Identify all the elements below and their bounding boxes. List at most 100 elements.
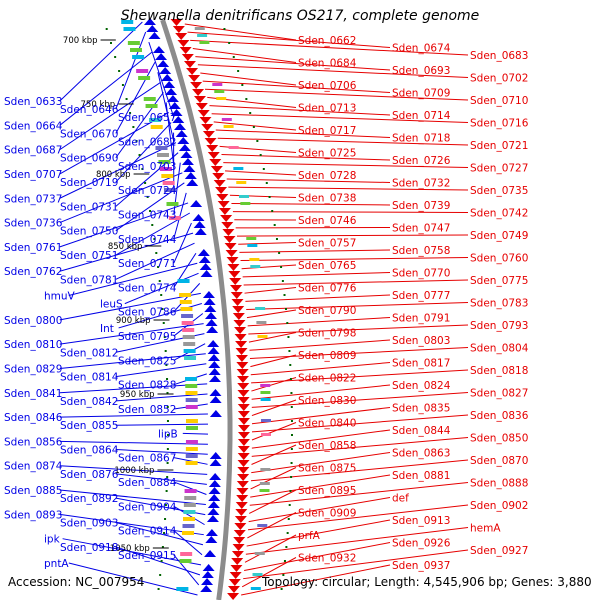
feature-block xyxy=(180,552,193,556)
feature-block xyxy=(250,265,261,268)
gene-label-reverse: Sden_0927 xyxy=(470,545,528,557)
gene-label-reverse: Sden_0726 xyxy=(392,155,451,167)
feature-block xyxy=(185,398,198,402)
guide-dot xyxy=(252,126,255,128)
guide-dot xyxy=(163,336,166,338)
feature-block xyxy=(259,482,270,485)
page-title: Shewanella denitrificans OS217, complete… xyxy=(120,8,480,24)
forward-gene-arrow xyxy=(208,480,221,487)
guide-dot xyxy=(290,392,293,394)
forward-gene-arrow xyxy=(208,487,221,494)
forward-gene-arrow xyxy=(192,214,205,221)
feature-block xyxy=(138,76,151,80)
reverse-gene-arrow xyxy=(175,33,188,40)
forward-gene-arrow xyxy=(207,354,220,361)
guide-dot xyxy=(290,476,293,478)
feature-block xyxy=(181,314,194,318)
forward-gene-arrow xyxy=(175,130,188,137)
leader-line xyxy=(245,527,469,555)
reverse-gene-arrow xyxy=(183,61,196,68)
reverse-gene-arrow xyxy=(232,306,245,313)
guide-dot xyxy=(153,238,156,240)
feature-block xyxy=(246,237,257,240)
leader-line xyxy=(59,172,183,224)
feature-block xyxy=(199,41,210,44)
leader-line xyxy=(236,234,469,237)
guide-dot xyxy=(228,42,231,44)
guide-dot xyxy=(249,112,252,114)
forward-gene-arrow xyxy=(208,361,221,368)
leader-line xyxy=(242,272,391,278)
feature-block xyxy=(216,97,227,100)
reverse-gene-arrow xyxy=(234,516,247,523)
reverse-gene-arrow xyxy=(224,243,237,250)
reverse-gene-arrow xyxy=(237,446,250,453)
leader-line xyxy=(249,482,469,506)
gene-label-forward: Sden_0814 xyxy=(60,372,119,384)
guide-dot xyxy=(164,350,167,352)
reverse-gene-arrow xyxy=(237,397,250,404)
forward-gene-arrow xyxy=(155,53,168,60)
leader-line xyxy=(248,497,391,523)
gene-label-reverse: Sden_0817 xyxy=(392,358,450,370)
reverse-gene-arrow xyxy=(231,551,244,558)
gene-label-forward: Sden_0918 xyxy=(60,542,118,554)
feature-block xyxy=(184,496,197,500)
leader-line xyxy=(68,562,198,596)
gene-label-forward: Sden_0903 xyxy=(60,517,118,529)
gene-label-forward: Sden_0646 xyxy=(60,104,119,116)
gene-label-forward: Sden_0904 xyxy=(118,501,177,513)
kbp-label: 700 kbp xyxy=(63,36,98,46)
feature-block xyxy=(177,279,190,283)
leader-line xyxy=(248,332,297,343)
gene-label-reverse: Sden_0909 xyxy=(298,508,356,520)
gene-label-forward: Sden_0719 xyxy=(60,177,118,189)
guide-dot xyxy=(160,294,163,296)
forward-gene-arrow xyxy=(209,396,222,403)
guide-dot xyxy=(286,532,289,534)
gene-label-reverse: Sden_0824 xyxy=(392,380,451,392)
reverse-gene-arrow xyxy=(221,222,234,229)
gene-label-reverse: Sden_0791 xyxy=(392,313,450,325)
feature-block xyxy=(179,300,192,304)
feature-block xyxy=(185,461,198,465)
reverse-gene-arrow xyxy=(237,390,250,397)
guide-dot xyxy=(283,560,286,562)
feature-block xyxy=(185,426,198,430)
forward-gene-arrow xyxy=(205,529,218,536)
reverse-gene-arrow xyxy=(217,201,230,208)
reverse-gene-arrow xyxy=(237,432,250,439)
reverse-gene-arrow xyxy=(234,327,247,334)
gene-label-forward: Sden_0703 xyxy=(118,161,176,173)
forward-gene-arrow xyxy=(207,501,220,508)
gene-label-reverse: Sden_0732 xyxy=(392,178,450,190)
forward-gene-arrow xyxy=(207,340,220,347)
leader-line xyxy=(228,186,469,191)
reverse-gene-arrow xyxy=(237,383,250,390)
leader-line xyxy=(184,23,297,41)
guide-dot xyxy=(245,98,248,100)
leader-line xyxy=(59,413,208,418)
gene-label-reverse: Sden_0835 xyxy=(392,403,450,415)
leader-line xyxy=(215,129,391,138)
gene-label-reverse: Sden_0804 xyxy=(470,343,529,355)
feature-block xyxy=(161,174,174,178)
guide-dot xyxy=(157,266,160,268)
guide-dot xyxy=(290,448,293,450)
leader-line xyxy=(115,393,208,402)
feature-block xyxy=(233,167,244,170)
leader-line xyxy=(250,474,391,498)
feature-block xyxy=(180,307,193,311)
gene-label-forward: Sden_0724 xyxy=(118,185,177,197)
forward-gene-arrow xyxy=(161,74,174,81)
leader-line xyxy=(115,423,208,426)
leader-line xyxy=(226,178,391,183)
guide-dot xyxy=(160,560,163,562)
guide-dot xyxy=(155,252,158,254)
feature-block xyxy=(228,146,239,149)
gene-label-forward: Sden_0737 xyxy=(4,193,62,205)
reverse-gene-arrow xyxy=(201,124,214,131)
gene-label-reverse: Sden_0693 xyxy=(392,65,450,77)
leader-line xyxy=(115,242,195,280)
